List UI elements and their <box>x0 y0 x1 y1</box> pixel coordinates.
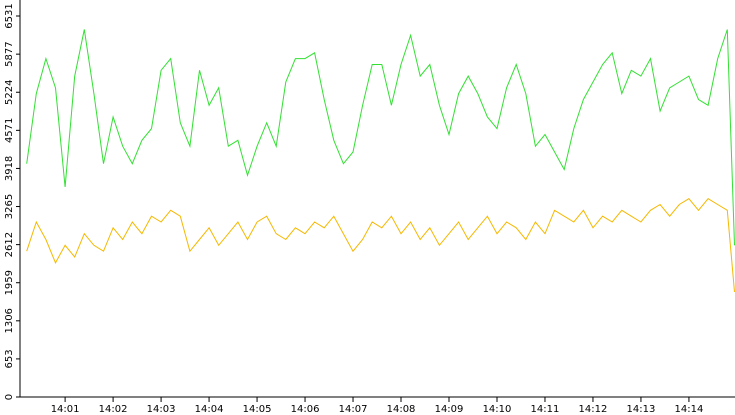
x-tick-label: 14:12 <box>579 404 608 415</box>
series-line <box>26 198 735 293</box>
y-tick-label: 6531 <box>4 3 15 28</box>
x-tick-label: 14:11 <box>531 404 560 415</box>
x-tick-label: 14:13 <box>627 404 656 415</box>
x-tick-label: 14:09 <box>435 404 464 415</box>
y-tick-label: 4571 <box>4 118 15 143</box>
x-tick-label: 14:07 <box>339 404 368 415</box>
x-tick-label: 14:04 <box>195 404 224 415</box>
x-tick-label: 14:02 <box>99 404 128 415</box>
x-tick-label: 14:03 <box>147 404 176 415</box>
y-tick-label: 5224 <box>4 80 15 105</box>
x-tick-label: 14:10 <box>483 404 512 415</box>
x-tick-label: 14:06 <box>291 404 320 415</box>
y-tick-label: 2612 <box>4 232 15 257</box>
series-line <box>26 29 735 246</box>
y-tick-label: 3918 <box>4 156 15 181</box>
y-tick-label: 653 <box>4 349 15 368</box>
y-tick-label: 1306 <box>4 308 15 333</box>
y-tick-label: 0 <box>4 394 15 400</box>
y-tick-label: 1959 <box>4 270 15 295</box>
y-tick-label: 3265 <box>4 194 15 219</box>
y-tick-label: 5877 <box>4 41 15 66</box>
x-tick-label: 14:05 <box>243 404 272 415</box>
x-tick-label: 14:14 <box>675 404 704 415</box>
x-tick-label: 14:01 <box>51 404 80 415</box>
x-tick-label: 14:08 <box>387 404 416 415</box>
